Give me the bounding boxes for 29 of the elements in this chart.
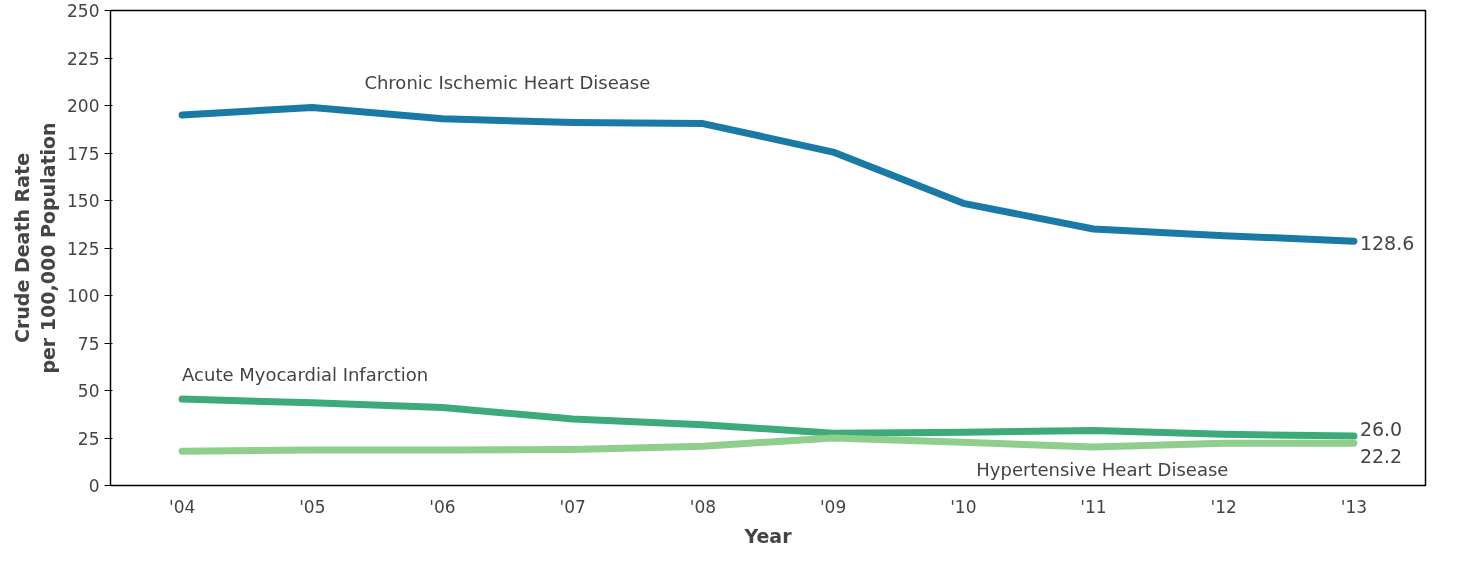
series-label: Hypertensive Heart Disease (976, 459, 1229, 481)
y-tick-label: 150 (67, 191, 100, 211)
y-tick-label: 225 (67, 48, 100, 69)
y-tick-label: 125 (67, 238, 100, 259)
data-label: 22.2 (1359, 445, 1403, 468)
x-tick-label: '13 (1340, 496, 1368, 517)
x-tick-label: '07 (559, 496, 586, 517)
x-tick-label: '08 (689, 496, 717, 517)
x-tick-label: '12 (1210, 496, 1237, 517)
x-tick-label: '06 (429, 496, 456, 517)
y-tick-label: 50 (77, 381, 100, 401)
data-label: 128.6 (1359, 232, 1415, 255)
x-tick-label: '04 (168, 496, 196, 517)
data-label: 26.0 (1359, 418, 1403, 441)
y-tick-label: 250 (67, 1, 100, 21)
y-tick-label: 25 (77, 428, 100, 449)
y-tick-label: 100 (67, 286, 100, 306)
x-tick-label: '11 (1080, 496, 1107, 517)
y-tick-label: 75 (77, 333, 100, 354)
series-label: Acute Myocardial Infarction (182, 364, 429, 386)
y-tick-label: 200 (67, 96, 100, 116)
series-label: Chronic Ischemic Heart Disease (364, 72, 651, 94)
x-tick-label: '09 (819, 496, 847, 517)
x-tick-label: '05 (299, 496, 326, 517)
x-axis-title: Year (743, 524, 793, 547)
y-tick-label: 175 (67, 143, 100, 164)
y-axis-title: Crude Death Rate per 100,000 Population (10, 122, 60, 374)
y-tick-label: 0 (88, 476, 100, 496)
x-tick-label: '10 (950, 496, 977, 517)
